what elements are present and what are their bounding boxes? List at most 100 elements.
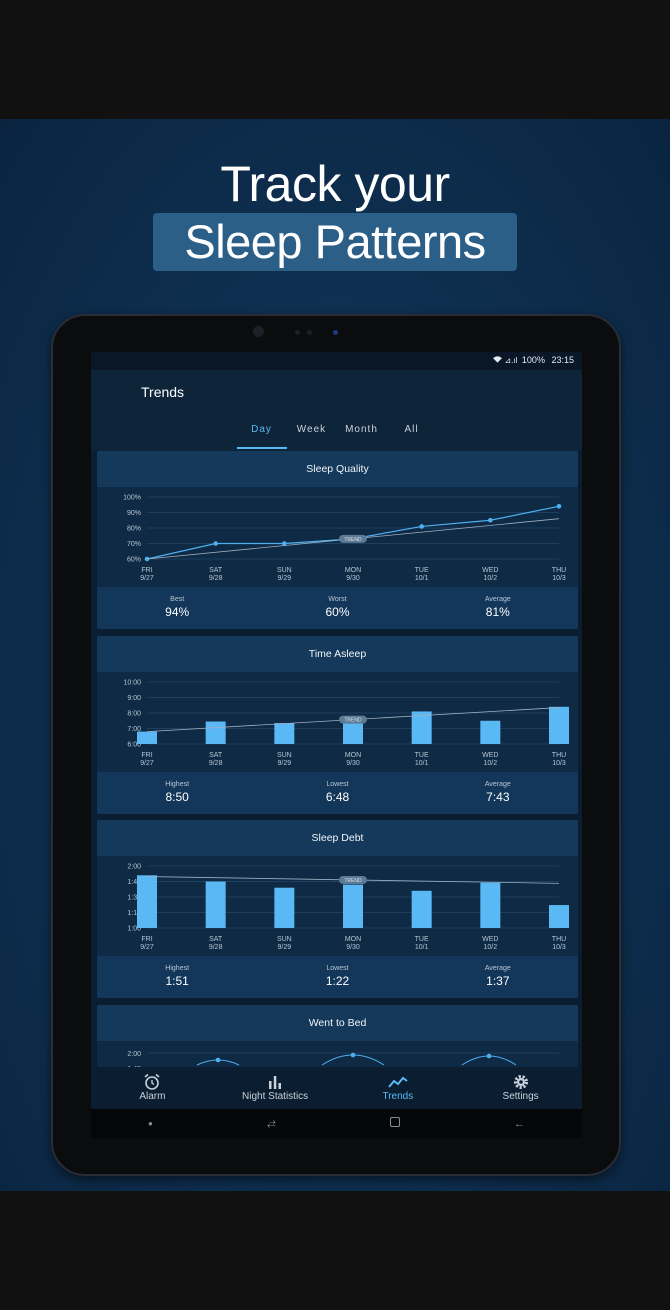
y-tick-label: 100%	[123, 495, 141, 502]
x-tick-day-label: SAT	[209, 752, 223, 759]
tab-week[interactable]: Week	[296, 424, 327, 435]
x-tick-day-label: THU	[552, 936, 566, 943]
x-tick-date-label: 9/29	[278, 944, 292, 951]
y-tick-label: 1:30	[127, 895, 141, 902]
x-tick-date-label: 9/27	[140, 944, 154, 951]
bar	[274, 887, 295, 928]
stat-value: 8:50	[165, 790, 189, 804]
x-tick-day-label: FRI	[141, 752, 152, 759]
x-tick-date-label: 10/2	[484, 575, 498, 582]
data-point	[282, 541, 287, 546]
x-tick-day-label: SUN	[277, 567, 292, 574]
stat-label: Average	[484, 596, 511, 603]
promo-headline: Track your	[220, 156, 450, 212]
tab-month[interactable]: Month	[345, 424, 378, 435]
stat-label: Best	[170, 596, 185, 603]
x-tick-date-label: 9/27	[140, 760, 154, 767]
stat-value: 6:48	[325, 790, 350, 804]
home-icon[interactable]	[389, 1117, 400, 1130]
stat-label: Average	[484, 781, 511, 788]
x-tick-date-label: 10/1	[415, 760, 429, 767]
bar	[411, 890, 432, 928]
stat-value: 1:37	[486, 974, 510, 988]
x-tick-day-label: FRI	[141, 567, 152, 574]
card-stats: Highest 1:51 Lowest 1:22 Average 1:37	[97, 956, 578, 998]
nav-dot-icon[interactable]: ●	[148, 1119, 153, 1128]
x-tick-day-label: SAT	[209, 936, 223, 943]
bar	[205, 881, 226, 928]
sensor-icon	[295, 330, 300, 335]
y-tick-label: 1:45	[127, 879, 141, 886]
chart-svg: 6:007:008:009:0010:00FRI9/27SAT9/28SUN9/…	[123, 680, 569, 767]
stat-highest: Highest 1:51	[97, 956, 257, 998]
sleep-quality-chart: 60% 70% 80% 90% 100% FRI 9/27 SAT 9/28 SUN 9/29 MON…	[97, 487, 578, 587]
x-tick-date-label: 9/29	[278, 575, 292, 582]
went-to-bed-card[interactable]: Went to Bed 2:00 1:45	[97, 1005, 578, 1075]
nav-settings[interactable]: Settings	[459, 1067, 582, 1109]
x-tick-date-label: 9/28	[209, 944, 223, 951]
bar	[343, 716, 363, 744]
trend-badge-label: TREND	[344, 878, 362, 884]
data-point	[419, 524, 424, 529]
card-title: Time Asleep	[97, 636, 578, 672]
nav-alarm[interactable]: Alarm	[91, 1067, 214, 1109]
recent-apps-icon[interactable]: ⥄	[266, 1117, 276, 1129]
y-tick-label: 8:00	[127, 711, 141, 718]
nav-label: Settings	[502, 1091, 539, 1102]
card-stats: Highest 8:50 Lowest 6:48 Average 7:43	[97, 772, 578, 814]
camera-icon	[253, 326, 264, 337]
y-tick-label: 60%	[127, 557, 141, 564]
x-tick-date-label: 9/30	[346, 944, 360, 951]
clock-time: 23:15	[551, 355, 574, 365]
tab-day[interactable]: Day	[236, 424, 287, 449]
x-tick-day-label: WED	[482, 752, 498, 759]
sensor-icon	[333, 330, 338, 335]
tablet-frame: ⊿.ıl 100% 23:15 Trends Day Week Month Al…	[51, 314, 621, 1176]
stat-label: Lowest	[326, 965, 349, 972]
bar-chart-icon	[214, 1073, 337, 1091]
nav-trends[interactable]: Trends	[337, 1067, 460, 1109]
nav-night-statistics[interactable]: Night Statistics	[214, 1067, 337, 1109]
stat-label: Lowest	[326, 781, 349, 788]
stat-worst: Worst 60%	[257, 587, 417, 629]
promo-background: Track your Sleep Patterns ⊿.ıl 100% 23:1…	[0, 119, 670, 1191]
stat-average: Average 1:37	[418, 956, 578, 998]
card-stats: Best 94% Worst 60% Average 81%	[97, 587, 578, 629]
sleep-quality-card[interactable]: Sleep Quality 60% 70% 80% 90% 100% FRI 9/27 SAT…	[97, 451, 578, 629]
card-title: Sleep Quality	[97, 451, 578, 487]
x-tick-day-label: WED	[482, 936, 498, 943]
stat-label: Worst	[328, 596, 347, 603]
stat-value: 81%	[485, 605, 510, 619]
bar	[274, 723, 295, 744]
bottom-navigation: Alarm Night Statistics Trends	[91, 1067, 582, 1109]
trend-line-icon	[337, 1073, 460, 1091]
bar	[137, 731, 157, 744]
y-tick-label: 9:00	[127, 695, 141, 702]
back-icon[interactable]: ←	[513, 1117, 525, 1130]
x-tick-date-label: 10/3	[552, 575, 566, 582]
data-point	[556, 504, 562, 509]
trend-badge	[339, 875, 367, 884]
x-tick-date-label: 9/29	[278, 760, 292, 767]
x-tick-day-label: MON	[345, 752, 361, 759]
x-tick-date-label: 9/28	[209, 760, 223, 767]
sleep-debt-card[interactable]: Sleep Debt 1:00 1:15 1:30 1:45 2:00 FRI 9/27 SA…	[97, 820, 578, 998]
card-title: Sleep Debt	[97, 820, 578, 856]
sleep-debt-chart: 1:00 1:15 1:30 1:45 2:00 FRI 9/27 SAT 9/28 SUN 9/2…	[97, 856, 578, 956]
y-tick-label: 1:15	[127, 910, 141, 917]
stat-label: Average	[484, 965, 511, 972]
y-tick-label: 1:00	[127, 926, 141, 933]
alarm-clock-icon	[91, 1073, 214, 1091]
time-asleep-card[interactable]: Time Asleep 6:00 7:00 8:00 9:00 10:00 FRI 9/27…	[97, 636, 578, 814]
bar	[411, 711, 432, 744]
trend-badge	[339, 534, 367, 543]
system-navigation-bar: ● ⥄ ←	[91, 1109, 582, 1138]
x-tick-date-label: 10/2	[484, 760, 498, 767]
x-tick-date-label: 9/30	[346, 575, 360, 582]
stat-value: 7:43	[486, 790, 510, 804]
trend-badge	[339, 715, 367, 724]
battery-level: 100%	[521, 355, 545, 365]
bar	[549, 706, 569, 744]
tab-all[interactable]: All	[404, 424, 419, 435]
